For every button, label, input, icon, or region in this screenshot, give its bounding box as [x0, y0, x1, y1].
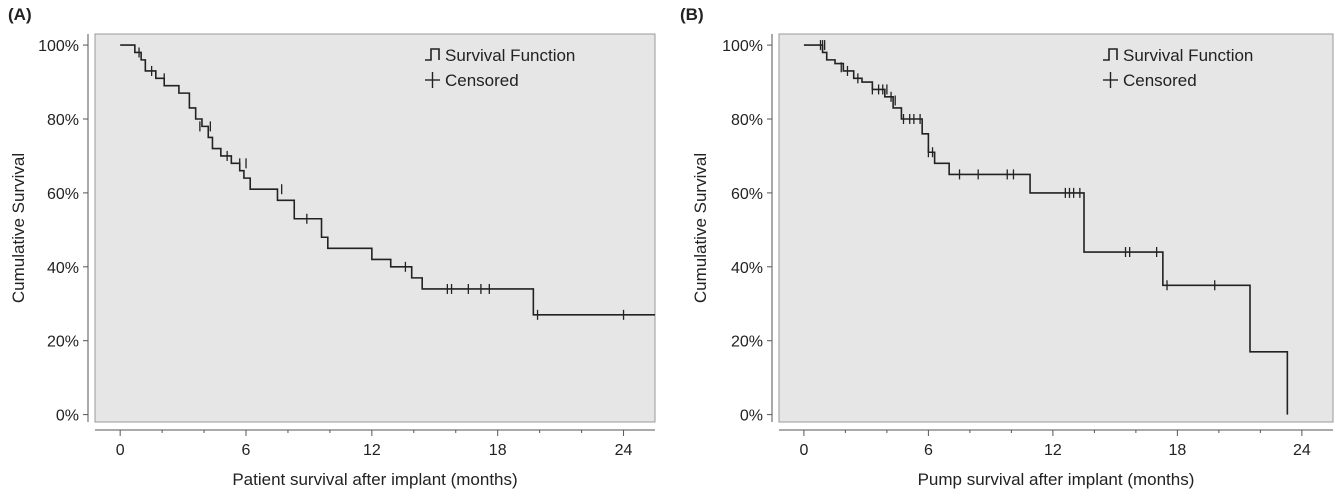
x-tick-label: 18: [1168, 442, 1186, 459]
legend-censored-label: Censored: [1123, 71, 1197, 90]
y-tick-label: 100%: [722, 38, 763, 55]
legend-step-icon: [425, 48, 440, 61]
y-tick-label: 80%: [731, 112, 763, 129]
x-tick-label: 12: [1044, 442, 1062, 459]
x-axis-title: Pump survival after implant (months): [918, 470, 1195, 489]
plot-area: [778, 33, 1334, 423]
panel-label: (A): [8, 5, 32, 24]
chart-panel-b: (B) 0% 20% 40% 60% 80% 100% 0 6 12 18 24 Pump surviv…: [680, 5, 1334, 489]
y-tick-label: 40%: [731, 260, 763, 277]
y-tick-label: 60%: [47, 186, 79, 203]
x-tick-label: 12: [363, 442, 381, 459]
x-tick-label: 0: [116, 442, 125, 459]
y-tick-label: 100%: [38, 38, 79, 55]
legend: Survival Function Censored: [425, 46, 575, 90]
legend-survival-label: Survival Function: [1123, 46, 1253, 65]
y-axis-title: Cumulative Survival: [691, 153, 710, 303]
y-tick-label: 80%: [47, 112, 79, 129]
legend-step-icon: [1103, 48, 1118, 61]
x-axis-title: Patient survival after implant (months): [232, 470, 517, 489]
y-tick-label: 20%: [47, 334, 79, 351]
y-tick-label: 0%: [56, 408, 79, 425]
plot-area: [94, 33, 656, 423]
chart-panel-a: (A) 0% 20% 40% 60% 80% 100% 0 6 12 18 24 Patient sur…: [8, 5, 656, 489]
legend-survival-label: Survival Function: [445, 46, 575, 65]
survival-step-line: [120, 44, 655, 316]
legend: Survival Function Censored: [1103, 46, 1253, 90]
legend-censored-label: Censored: [445, 71, 519, 90]
y-tick-label: 20%: [731, 334, 763, 351]
x-tick-label: 6: [924, 442, 933, 459]
survival-step-line: [803, 44, 1289, 415]
panel-label: (B): [680, 5, 704, 24]
x-tick-label: 0: [799, 442, 808, 459]
y-tick-label: 0%: [740, 408, 763, 425]
y-tick-label: 40%: [47, 260, 79, 277]
x-tick-label: 18: [489, 442, 507, 459]
x-tick-label: 24: [1293, 442, 1311, 459]
x-tick-label: 24: [615, 442, 633, 459]
y-tick-label: 60%: [731, 186, 763, 203]
x-tick-label: 6: [242, 442, 251, 459]
y-axis-title: Cumulative Survival: [9, 153, 28, 303]
